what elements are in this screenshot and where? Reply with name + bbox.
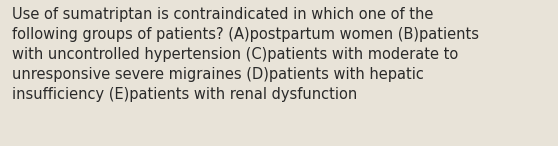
Text: Use of sumatriptan is contraindicated in which one of the
following groups of pa: Use of sumatriptan is contraindicated in… — [12, 7, 479, 102]
